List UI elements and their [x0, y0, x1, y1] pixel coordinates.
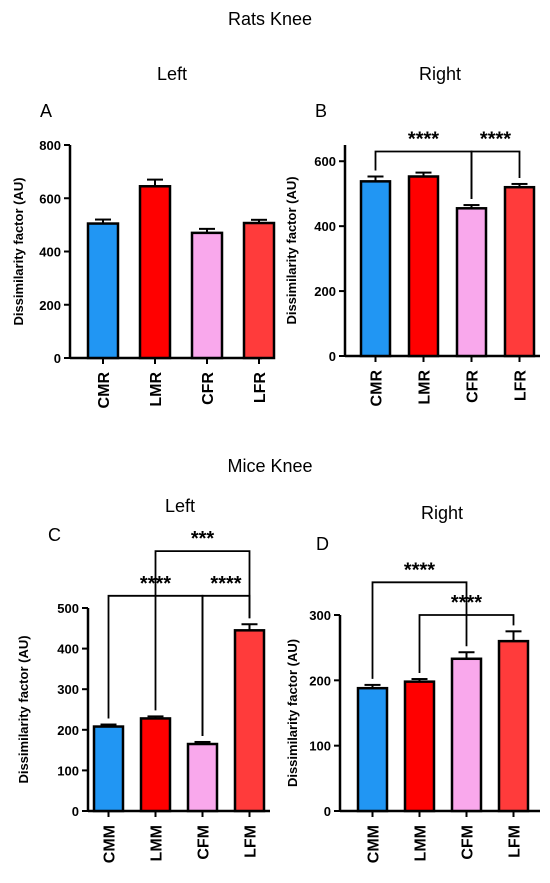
y-axis-label: Dissimilarity factor (AU): [284, 176, 299, 324]
significance-label: ****: [451, 592, 482, 614]
significance-label: ****: [404, 559, 435, 581]
x-tick-label: LMM: [413, 825, 430, 861]
panel-subtitle: Right: [419, 64, 461, 84]
y-tick-label: 800: [39, 138, 61, 153]
y-tick-label: 400: [57, 642, 79, 657]
y-tick-label: 200: [309, 673, 331, 688]
bar: [139, 717, 172, 813]
x-tick-label: LMR: [148, 372, 165, 407]
x-tick-label: CMM: [102, 825, 119, 863]
panel-b-chart: Right B Dissimilarity factor (AU) 0 200 400 60…: [284, 64, 540, 406]
bar: [138, 185, 172, 360]
x-tick-label: LFR: [513, 370, 530, 402]
y-axis-label: Dissimilarity factor (AU): [285, 639, 300, 787]
bar: [497, 639, 530, 813]
y-tick-label: 600: [39, 191, 61, 206]
x-tick-label: LFM: [243, 825, 260, 858]
panel-subtitle: Right: [421, 503, 463, 523]
bar: [455, 207, 488, 358]
y-axis-label: Dissimilarity factor (AU): [16, 635, 31, 783]
significance-bracket: [201, 594, 251, 736]
bar: [450, 657, 483, 813]
panel-letter: B: [315, 101, 327, 121]
y-tick-label: 400: [314, 219, 336, 234]
x-tick-label: LMR: [417, 370, 434, 405]
panel-c-chart: Left C Dissimilarity factor (AU) 0 100 200 300…: [16, 496, 270, 863]
y-tick-label: 600: [314, 154, 336, 169]
panel-d-chart: Right D Dissimilarity factor (AU) 0 100 200 30…: [285, 503, 540, 863]
x-tick-label: LMM: [149, 825, 166, 861]
y-tick-label: 200: [39, 298, 61, 313]
significance-bracket: [470, 150, 521, 200]
x-tick-label: CFM: [196, 825, 213, 860]
bar: [407, 175, 440, 358]
y-tick-label: 100: [309, 739, 331, 754]
bar: [186, 742, 219, 813]
x-tick-label: LFM: [507, 825, 524, 858]
x-tick-label: CFM: [460, 825, 477, 860]
y-tick-label: 400: [39, 245, 61, 260]
bar: [242, 221, 276, 360]
y-tick-label: 300: [309, 608, 331, 623]
x-tick-label: CMM: [366, 825, 383, 863]
y-tick-label: 300: [57, 682, 79, 697]
group-title-mice: Mice Knee: [227, 456, 312, 476]
x-tick-label: CFR: [465, 370, 482, 403]
panel-subtitle: Left: [157, 64, 187, 84]
panel-letter: A: [40, 101, 52, 121]
significance-label: ***: [191, 528, 215, 550]
bar: [503, 185, 536, 358]
y-tick-label: 200: [314, 284, 336, 299]
x-tick-label: LFR: [252, 372, 269, 404]
significance-label: ****: [210, 573, 241, 595]
panel-a-chart: Left A Dissimilarity factor (AU) 0 200 400 600…: [11, 64, 276, 409]
bar: [190, 231, 224, 360]
y-tick-label: 0: [72, 804, 79, 819]
y-axis-label: Dissimilarity factor (AU): [11, 177, 26, 325]
panel-letter: C: [48, 525, 61, 545]
bar: [403, 680, 436, 813]
group-title-rats: Rats Knee: [228, 9, 312, 29]
panel-letter: D: [316, 534, 329, 554]
y-tick-label: 200: [57, 723, 79, 738]
y-tick-label: 0: [329, 349, 336, 364]
bar: [359, 180, 392, 358]
y-tick-label: 0: [54, 351, 61, 366]
y-tick-label: 500: [57, 601, 79, 616]
bar: [92, 725, 125, 813]
significance-label: ****: [140, 573, 171, 595]
bar: [356, 686, 389, 813]
x-tick-label: CFR: [200, 372, 217, 405]
y-tick-label: 100: [57, 763, 79, 778]
significance-bracket: [154, 550, 251, 711]
bar: [86, 222, 120, 360]
significance-bracket: [418, 614, 515, 674]
x-tick-label: CMR: [96, 372, 113, 409]
significance-label: ****: [480, 128, 511, 150]
significance-label: ****: [408, 128, 439, 150]
x-tick-label: CMR: [369, 370, 386, 407]
bar: [233, 629, 266, 813]
y-tick-label: 0: [324, 804, 331, 819]
panel-subtitle: Left: [165, 496, 195, 516]
